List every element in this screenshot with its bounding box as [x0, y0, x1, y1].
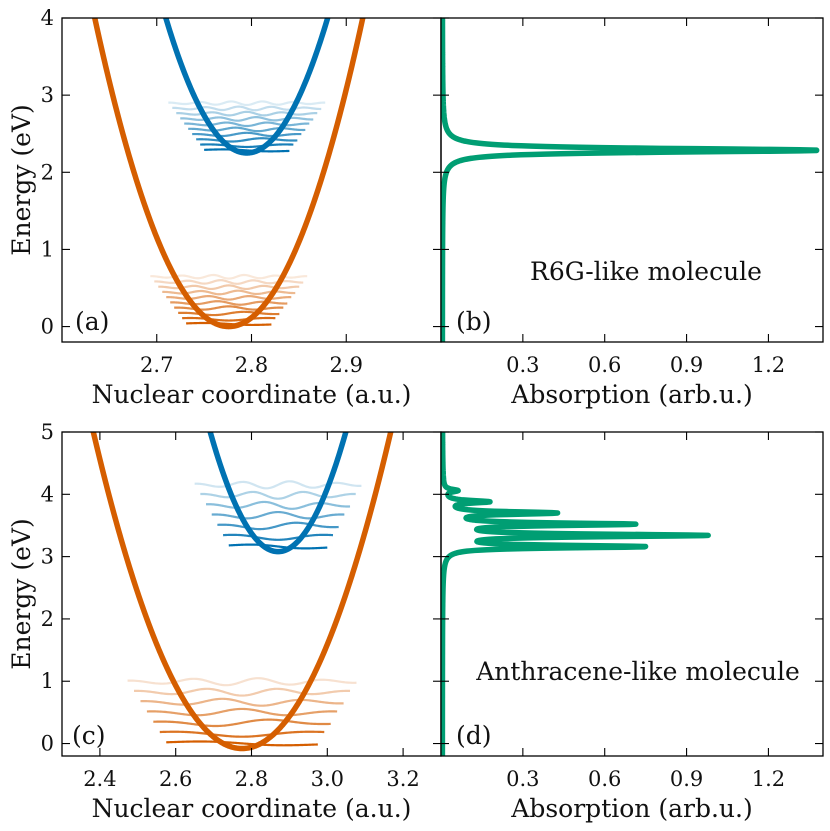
xtick-label-c-4: 3.2	[386, 767, 419, 791]
vibrational-level-excited-4	[205, 500, 351, 510]
series-c-0	[90, 432, 394, 752]
axes-frame-b	[440, 17, 824, 343]
panel-label-b: (b)	[456, 307, 492, 336]
panel-a: 0 1 2 3 4 2.7 2.8 2.9 Nuclear coordinate (a.u.) E…	[7, 6, 442, 409]
xtick-label-b-2: 0.9	[670, 353, 703, 377]
vibrational-level-ground-6	[127, 677, 357, 687]
ytick-label-a-0: 0	[41, 315, 54, 339]
vibrational-level-excited-7	[176, 110, 318, 117]
xtick-label-a-2: 2.9	[330, 353, 363, 377]
vibrational-level-excited-2	[217, 521, 339, 531]
xtick-label-b-3: 1.2	[752, 353, 785, 377]
vibrational-level-ground-3	[174, 305, 284, 311]
vibrational-level-excited-6	[194, 480, 362, 490]
vibrational-level-ground-0	[166, 740, 318, 747]
panel-label-a: (a)	[75, 307, 109, 336]
ytick-label-c-4: 4	[41, 482, 54, 506]
ytick-label-a-4: 4	[41, 6, 54, 30]
vibrational-level-excited-1	[200, 143, 294, 149]
xtick-label-c-3: 3.0	[311, 767, 344, 791]
ytick-label-c-2: 2	[41, 607, 54, 631]
panel-label-c: (c)	[72, 721, 106, 750]
xtick-label-b-1: 0.6	[588, 353, 621, 377]
series-a-1	[162, 18, 331, 156]
ylabel-c: Energy (eV)	[7, 518, 36, 670]
ytick-label-c-1: 1	[41, 669, 54, 693]
vibrational-level-excited-0	[228, 543, 328, 550]
ytick-label-c-0: 0	[41, 732, 54, 756]
vibrational-level-excited-1	[223, 533, 334, 541]
ylabel-a: Energy (eV)	[7, 104, 36, 256]
vibrational-level-excited-6	[180, 116, 314, 122]
ytick-label-a-1: 1	[41, 237, 54, 261]
vibrational-level-excited-2	[196, 137, 298, 143]
xlabel-b: Absorption (arb.u.)	[510, 380, 752, 409]
plot-area-a	[91, 18, 366, 330]
plot-area-d	[441, 432, 711, 756]
vibrational-level-excited-8	[172, 105, 322, 112]
plot-area-b	[441, 18, 820, 342]
vibrational-level-excited-5	[200, 490, 356, 500]
panel-label-d: (d)	[456, 721, 492, 750]
xtick-label-d-2: 0.9	[670, 767, 703, 791]
xtick-label-b-0: 0.3	[506, 353, 539, 377]
annotation-b: R6G-like molecule	[530, 257, 762, 286]
plot-area-c	[90, 432, 394, 752]
vibrational-level-ground-3	[146, 707, 338, 717]
series-d-0	[441, 432, 711, 756]
xtick-label-a-1: 2.8	[235, 353, 268, 377]
annotation-d: Anthracene-like molecule	[475, 657, 800, 686]
ytick-label-c-3: 3	[41, 545, 54, 569]
vibrational-level-ground-2	[178, 310, 280, 317]
xtick-label-d-0: 0.3	[506, 767, 539, 791]
ytick-label-c-5: 5	[41, 420, 54, 444]
series-b-0	[441, 18, 820, 342]
vibrational-level-ground-5	[133, 687, 351, 697]
vibrational-level-excited-9	[168, 100, 326, 107]
vibrational-level-ground-1	[182, 316, 276, 322]
xtick-label-c-0: 2.4	[83, 767, 116, 791]
xlabel-a: Nuclear coordinate (a.u.)	[92, 380, 412, 409]
vibrational-level-ground-1	[159, 730, 325, 738]
series-c-1	[207, 432, 349, 555]
ytick-label-a-3: 3	[41, 83, 54, 107]
xtick-label-c-1: 2.6	[159, 767, 192, 791]
axes-frame-d	[440, 431, 824, 757]
xtick-label-a-0: 2.7	[140, 353, 173, 377]
xlabel-c: Nuclear coordinate (a.u.)	[92, 794, 412, 823]
vibrational-level-excited-3	[192, 131, 302, 138]
ytick-label-a-2: 2	[41, 160, 54, 184]
vibrational-level-excited-4	[188, 126, 306, 133]
xlabel-d: Absorption (arb.u.)	[510, 794, 752, 823]
axes-frame-c	[61, 431, 442, 757]
xtick-label-d-3: 1.2	[752, 767, 785, 791]
vibrational-level-ground-4	[140, 697, 344, 707]
vibrational-level-excited-5	[184, 121, 310, 128]
xtick-label-c-2: 2.8	[235, 767, 268, 791]
vibrational-level-ground-2	[153, 718, 331, 728]
xtick-label-d-1: 0.6	[588, 767, 621, 791]
series-a-0	[91, 18, 366, 330]
vibrational-level-excited-3	[211, 510, 345, 520]
